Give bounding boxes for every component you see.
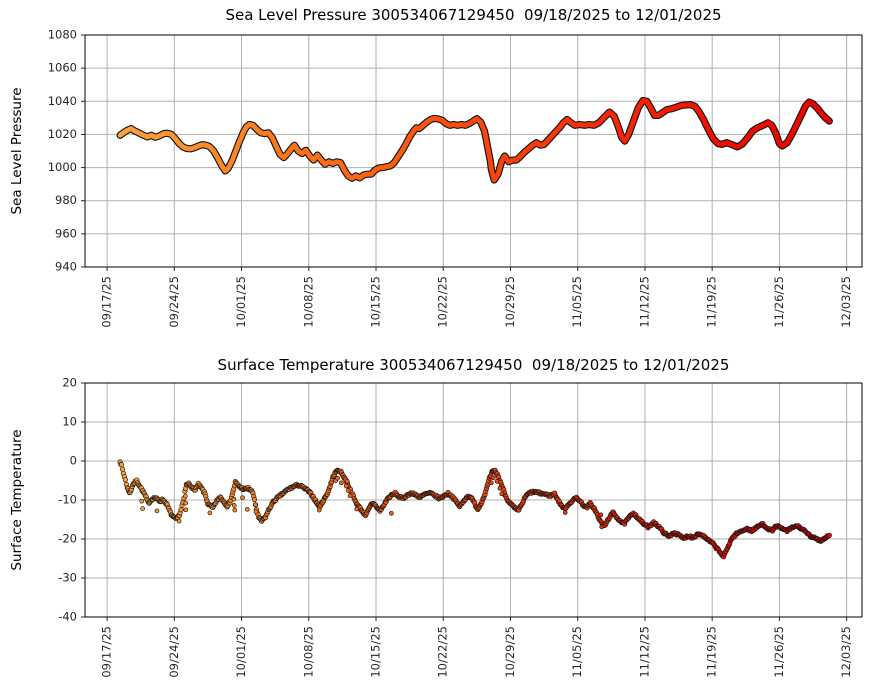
svg-text:960: 960 [55,226,77,240]
svg-text:980: 980 [55,193,77,207]
svg-text:940: 940 [55,260,77,274]
svg-text:20: 20 [62,376,77,390]
svg-text:10/29/25: 10/29/25 [503,626,517,678]
svg-text:09/17/25: 09/17/25 [100,276,114,328]
svg-text:11/26/25: 11/26/25 [772,276,786,328]
svg-text:-30: -30 [58,571,77,585]
svg-text:-10: -10 [58,493,77,507]
svg-text:10/22/25: 10/22/25 [436,276,450,328]
svg-text:10: 10 [62,415,77,429]
svg-text:09/24/25: 09/24/25 [167,276,181,328]
svg-text:11/12/25: 11/12/25 [637,276,651,328]
svg-text:1080: 1080 [48,28,77,42]
svg-text:1020: 1020 [48,127,77,141]
svg-text:09/24/25: 09/24/25 [167,626,181,678]
svg-text:1060: 1060 [48,61,77,75]
svg-text:10/01/25: 10/01/25 [234,626,248,678]
svg-text:-20: -20 [58,532,77,546]
svg-text:10/08/25: 10/08/25 [301,276,315,328]
temperature-chart: -40 -30 -20 -10 0 10 20 09/17/25 09/24/25 10/01/2… [58,376,863,678]
svg-text:12/03/25: 12/03/25 [839,276,853,328]
temperature-y-axis-label: Surface Temperature [9,429,25,571]
svg-text:-40: -40 [58,610,77,624]
svg-text:11/26/25: 11/26/25 [772,626,786,678]
svg-text:10/08/25: 10/08/25 [301,626,315,678]
pressure-y-axis-label: Sea Level Pressure [9,87,25,215]
svg-text:10/29/25: 10/29/25 [503,276,517,328]
temperature-chart-title: Surface Temperature 300534067129450 09/1… [217,356,730,374]
svg-text:10/01/25: 10/01/25 [234,276,248,328]
svg-text:11/05/25: 11/05/25 [570,626,584,678]
svg-text:11/19/25: 11/19/25 [705,276,719,328]
pressure-chart: 940 960 980 1000 1020 1040 1060 1080 09/17/25 09/… [48,28,863,328]
svg-text:11/05/25: 11/05/25 [570,276,584,328]
svg-text:10/15/25: 10/15/25 [369,276,383,328]
svg-text:0: 0 [70,454,77,468]
svg-text:1040: 1040 [48,94,77,108]
svg-text:10/22/25: 10/22/25 [436,626,450,678]
svg-text:10/15/25: 10/15/25 [369,626,383,678]
pressure-chart-title: Sea Level Pressure 300534067129450 09/18… [225,6,722,24]
svg-text:11/12/25: 11/12/25 [637,626,651,678]
svg-text:12/03/25: 12/03/25 [839,626,853,678]
svg-text:11/19/25: 11/19/25 [705,626,719,678]
svg-text:1000: 1000 [48,160,77,174]
svg-text:09/17/25: 09/17/25 [100,626,114,678]
